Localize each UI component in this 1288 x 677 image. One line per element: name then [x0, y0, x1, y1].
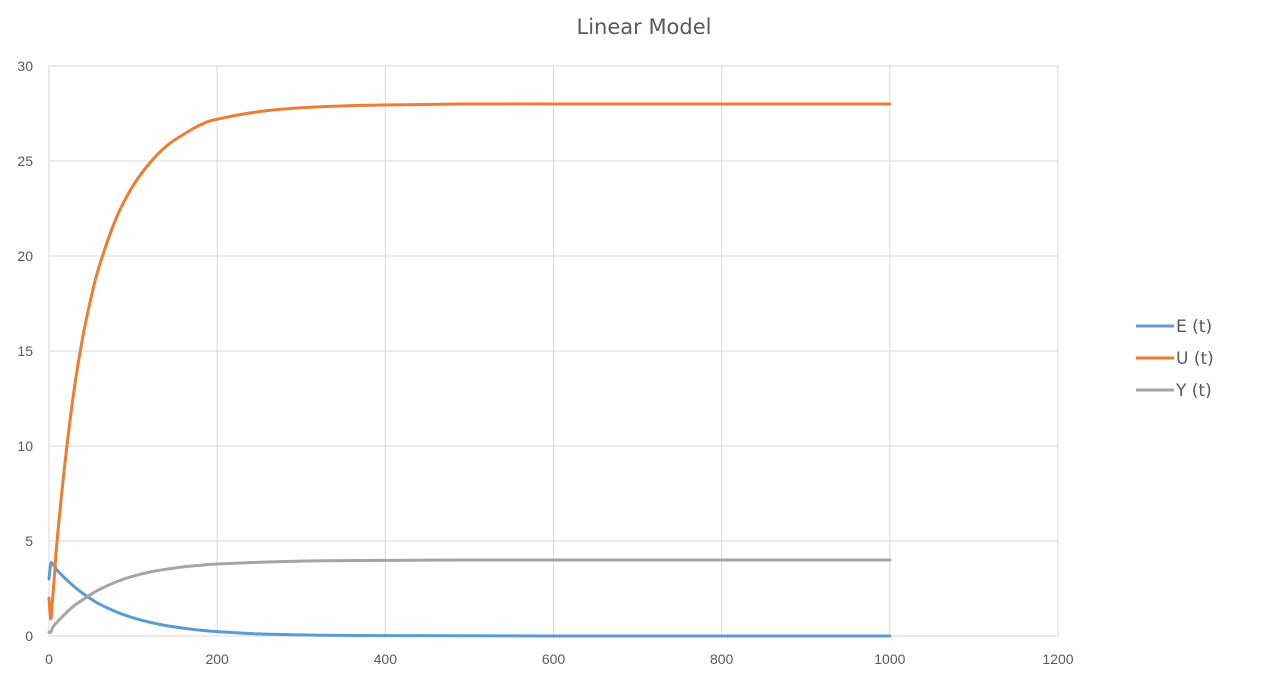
x-tick-label: 1000: [874, 651, 905, 667]
series-line-ut: [47, 102, 892, 621]
legend: E (t) U (t) Y (t): [1136, 317, 1214, 401]
series-line-et: [47, 561, 892, 638]
x-tick-label: 400: [374, 651, 398, 667]
legend-label: Y (t): [1175, 381, 1212, 401]
y-tick-label: 5: [25, 533, 33, 549]
y-tick-label: 0: [25, 628, 33, 644]
axes: 0 5 10 15 20 25 30 0 200 400 600 800 1000 1200: [17, 58, 1073, 667]
x-tick-label: 1200: [1042, 651, 1073, 667]
series-lines: [47, 102, 892, 638]
x-tick-label: 800: [710, 651, 734, 667]
legend-label: U (t): [1176, 349, 1214, 369]
y-tick-label: 20: [17, 248, 33, 264]
x-tick-label: 0: [45, 651, 53, 667]
series-line-yt: [47, 558, 892, 634]
y-tick-label: 25: [17, 153, 33, 169]
x-tick-label: 600: [542, 651, 566, 667]
legend-label: E (t): [1176, 317, 1212, 337]
y-tick-label: 10: [17, 438, 33, 454]
y-tick-label: 30: [17, 58, 33, 74]
x-tick-label: 200: [205, 651, 229, 667]
chart-title: Linear Model: [577, 15, 712, 39]
y-tick-label: 15: [17, 343, 33, 359]
grid: [48, 65, 1059, 637]
